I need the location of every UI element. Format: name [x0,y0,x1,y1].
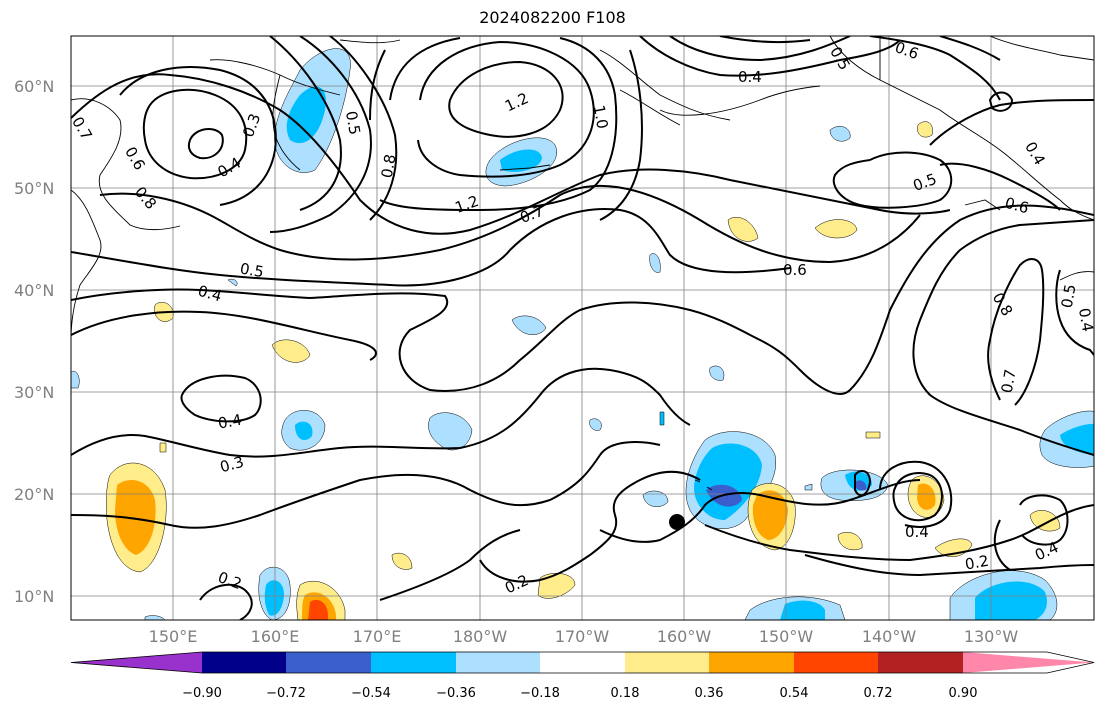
map-frame [70,35,1095,621]
colorbar-tick-label: −0.54 [351,686,391,701]
contour-label: 0.7 [998,368,1020,395]
contour-label: 0.4 [196,282,224,306]
colorbar-segment [456,652,540,673]
colorbar-segment [963,652,1094,673]
lon-label: 170°E [353,627,402,646]
colorbar-tick-label: 0.18 [611,686,640,701]
colorbar-tick-label: −0.36 [436,686,476,701]
colorbar-tick-label: 0.36 [695,686,724,701]
storm-center-marker [669,514,685,530]
lon-label: 150°E [149,627,198,646]
contour-label: 0.4 [905,523,929,541]
lat-label: 20°N [14,485,54,504]
colorbar-segment [202,652,286,673]
latitude-labels: 60°N 50°N 40°N 30°N 20°N 10°N [14,77,54,606]
colorbar-segment [286,652,371,673]
lon-label: 130°W [964,627,1019,646]
contour-label: 1.0 [590,104,612,131]
lon-label: 180°W [453,627,508,646]
contour-label: 0.2 [964,552,991,574]
lat-label: 30°N [14,383,54,402]
contour-label: 0.4 [738,68,762,86]
contour-label: 0.8 [378,153,400,180]
contour-label: 0.4 [1075,307,1097,334]
lon-label: 170°W [555,627,610,646]
longitude-labels: 150°E 160°E 170°E 180°W 170°W 160°W 150°… [149,627,1019,646]
lon-label: 140°W [862,627,917,646]
colorbar-segment [794,652,878,673]
lon-label: 160°E [251,627,300,646]
colorbar-tick-label: 0.72 [864,686,893,701]
colorbar-labels: −0.90 −0.72 −0.54 −0.36 −0.18 0.18 0.36 … [182,686,977,701]
colorbar-segment [540,652,625,673]
colorbar-segment [625,652,709,673]
colorbar: −0.90 −0.72 −0.54 −0.36 −0.18 0.18 0.36 … [70,651,1095,701]
colorbar-outline [70,651,1095,674]
lat-label: 50°N [14,179,54,198]
contour-label: 0.3 [218,453,246,477]
map-title: 2024082200 F108 [479,8,626,27]
map-area: 0.7 0.6 0.8 0.3 0.4 0.5 0.8 1.2 1.0 1.2 … [71,36,1097,620]
colorbar-segment [371,652,456,673]
colorbar-segment [709,652,794,673]
lon-label: 150°W [759,627,814,646]
colorbar-segment [71,652,202,673]
lon-label: 160°W [657,627,712,646]
contour-lines [71,36,1094,620]
lat-label: 60°N [14,77,54,96]
colorbar-tick-label: 0.54 [780,686,809,701]
colorbar-tick-label: 0.90 [949,686,978,701]
contour-label: 0.5 [1058,283,1080,310]
lat-label: 40°N [14,281,54,300]
colorbar-tick-label: −0.90 [182,686,222,701]
contour-label: 0.6 [783,261,807,279]
colorbar-segments [70,651,1095,674]
contour-label: 0.6 [1003,194,1031,218]
colorbar-tick-label: −0.72 [266,686,306,701]
colorbar-segment [878,652,963,673]
contour-label: 0.5 [239,259,266,281]
contour-label: 0.5 [342,110,364,137]
lat-label: 10°N [14,587,54,606]
colorbar-tick-label: −0.18 [520,686,560,701]
contour-label: 0.4 [217,411,244,433]
